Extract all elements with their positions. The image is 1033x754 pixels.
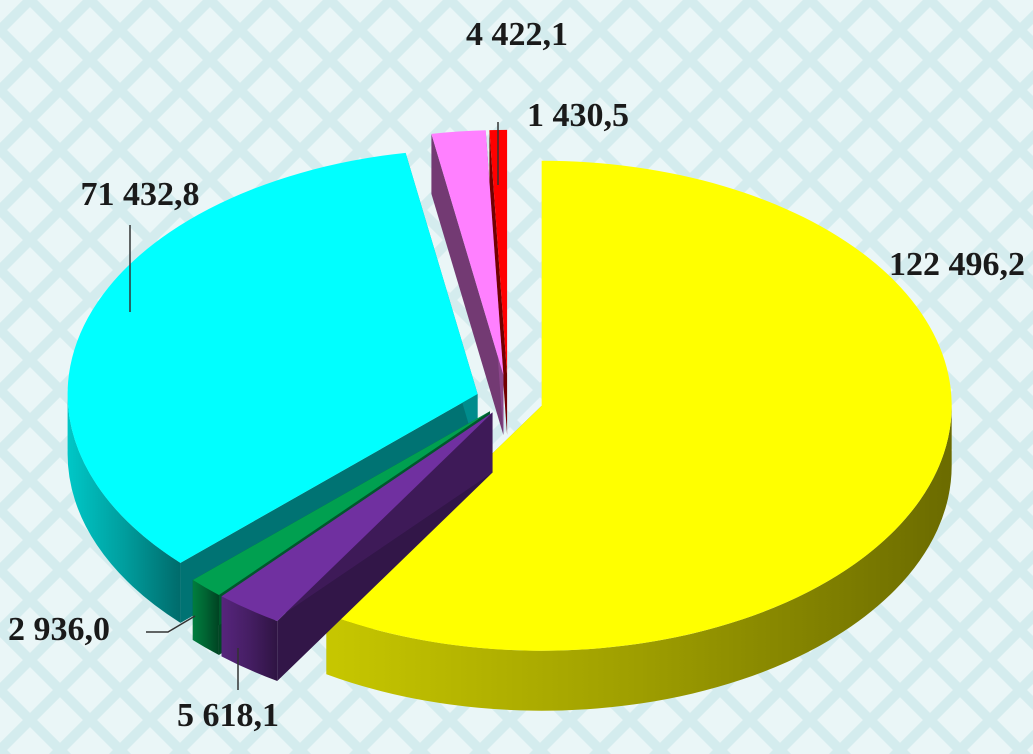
- pie-slice-top-4: [431, 130, 504, 376]
- pie-slice-top-0: [326, 160, 952, 651]
- pie-slice-top-3: [67, 152, 478, 563]
- pie-slice-top-1: [221, 412, 493, 621]
- data-label-1: 5 618,1: [177, 697, 279, 734]
- pie-slice-4: [431, 130, 504, 436]
- pie-slices: [67, 129, 952, 711]
- pie-slice-rim-2: [192, 579, 219, 656]
- pie-slice-top-5: [489, 129, 508, 375]
- pie-slice-side-5-0: [489, 130, 508, 435]
- leader-line-2: [146, 615, 196, 633]
- pie-slice-rim-3: [67, 394, 181, 623]
- pie-slice-rim-0: [326, 405, 952, 711]
- data-label-4: 4 422,1: [466, 16, 568, 53]
- data-label-0: 122 496,2: [889, 246, 1025, 283]
- pie-slice-side-4-0: [431, 133, 504, 436]
- pie-labels: 122 496,2 5 618,1 2 936,0 71 432,8 4 422,1 1 …: [8, 16, 1025, 734]
- pie-slice-5: [489, 129, 508, 435]
- pie-slice-1: [221, 412, 493, 681]
- data-label-3: 71 432,8: [81, 176, 200, 213]
- pie-slice-rim-1: [221, 596, 278, 681]
- data-label-5: 1 430,5: [527, 97, 629, 134]
- pie-slice-top-2: [192, 411, 490, 596]
- data-label-2: 2 936,0: [8, 611, 110, 648]
